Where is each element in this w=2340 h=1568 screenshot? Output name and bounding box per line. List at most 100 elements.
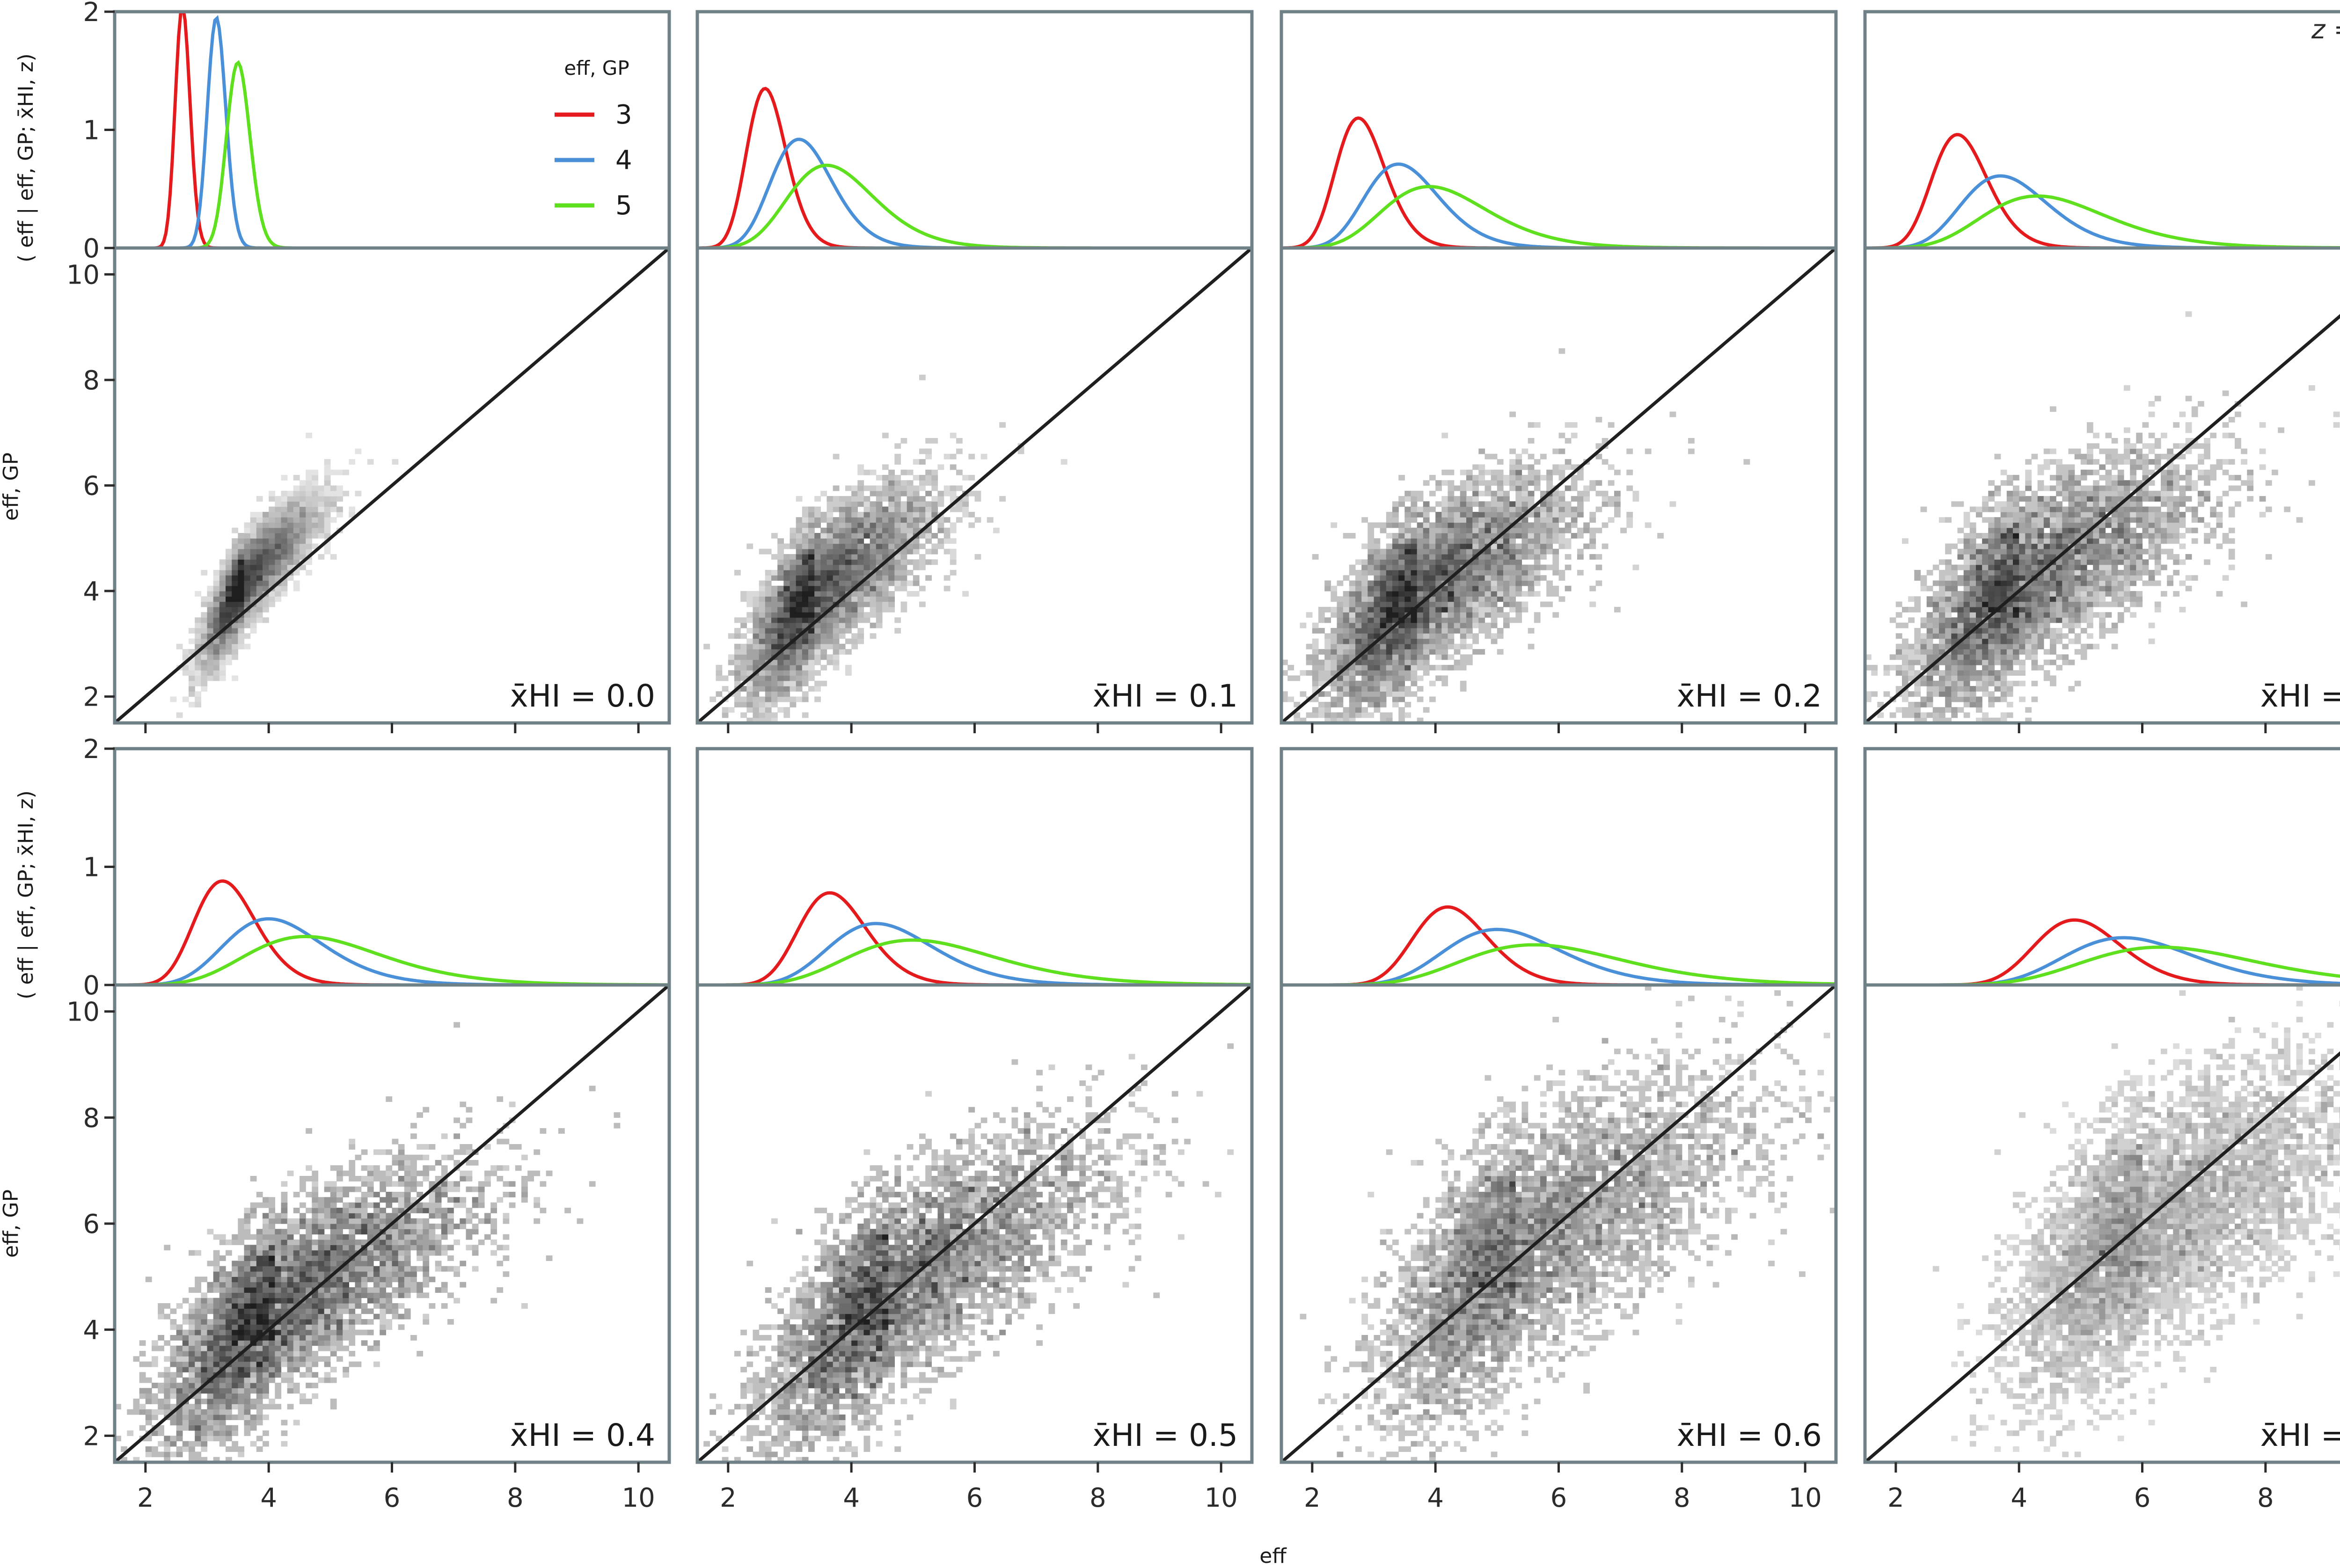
hist-cell <box>1982 675 1989 681</box>
hist-cell <box>1404 554 1411 560</box>
hist-cell <box>1988 506 1995 512</box>
hist-cell <box>1448 548 1455 554</box>
hist-cell <box>238 1372 245 1378</box>
hist-cell <box>250 1367 257 1372</box>
hist-cell <box>907 522 914 528</box>
hist-cell <box>2068 580 2075 586</box>
hist-cell <box>845 612 852 618</box>
hist-cell <box>1976 649 1982 655</box>
hist-cell <box>820 591 827 597</box>
hist-cell <box>1392 628 1399 634</box>
hist-cell <box>2161 591 2167 597</box>
hist-cell <box>1994 659 2001 665</box>
hist-cell <box>826 569 834 576</box>
hist-cell <box>1472 501 1479 507</box>
hist-cell <box>833 554 840 560</box>
hist-cell <box>2124 443 2130 449</box>
hist-cell <box>1994 580 2001 586</box>
hist-cell <box>740 596 747 602</box>
hist-cell <box>826 564 834 570</box>
hist-cell <box>244 580 251 586</box>
hist-cell <box>2167 506 2173 512</box>
hist-cell <box>1367 564 1375 570</box>
hist-cell <box>1883 670 1890 676</box>
hist-cell <box>2173 464 2180 470</box>
hist-cell <box>1503 575 1510 581</box>
hist-cell <box>232 538 238 544</box>
hist-cell <box>201 1319 208 1325</box>
hist-cell <box>845 569 852 576</box>
hist-cell <box>287 554 294 560</box>
hist-cell <box>275 1351 282 1357</box>
hist-cell <box>201 649 208 655</box>
hist-cell <box>765 569 772 576</box>
hist-cell <box>913 490 920 496</box>
hist-cell <box>1398 580 1405 586</box>
hist-cell <box>740 701 747 707</box>
hist-cell <box>2006 564 2013 570</box>
hist-cell <box>343 1345 349 1351</box>
hist-cell <box>833 659 840 665</box>
hist-cell <box>1920 580 1927 586</box>
hist-cell <box>300 511 306 518</box>
hist-cell <box>814 517 821 523</box>
hist-cell <box>814 554 821 560</box>
hist-cell <box>2130 554 2136 560</box>
hist-cell <box>820 527 827 533</box>
hist-cell <box>287 496 294 502</box>
hist-cell <box>1331 717 1338 723</box>
hist-cell <box>2043 538 2050 544</box>
hist-cell <box>814 612 821 618</box>
hist-cell <box>802 643 809 649</box>
hist-cell <box>796 533 803 539</box>
hist-cell <box>2000 501 2007 507</box>
hist-cell <box>925 438 932 444</box>
hist-cell <box>2124 480 2130 486</box>
hist-cell <box>2148 496 2155 502</box>
hist-cell <box>2117 459 2124 465</box>
hist-cell <box>2013 490 2019 496</box>
hist-cell <box>814 670 821 676</box>
hist-cell <box>1945 717 1952 723</box>
hist-cell <box>900 511 907 518</box>
hist-cell <box>244 1351 251 1357</box>
hist-cell <box>753 680 760 686</box>
hist-cell <box>1509 480 1516 486</box>
hist-cell <box>201 659 208 665</box>
hist-cell <box>2111 485 2118 491</box>
hist-cell <box>1454 517 1461 523</box>
hist-cell <box>931 533 938 539</box>
hist-cell <box>1435 675 1442 681</box>
hist-cell <box>2062 580 2069 586</box>
hist-cell <box>1577 548 1584 554</box>
hist-cell <box>1963 643 1970 649</box>
hist-cell <box>269 490 275 496</box>
hist-cell <box>195 1404 201 1410</box>
hist-cell <box>1374 543 1381 549</box>
hist-cell <box>1552 612 1559 618</box>
hist-cell <box>857 538 864 544</box>
hist-cell <box>139 1425 146 1431</box>
hist-cell <box>1454 649 1461 655</box>
hist-cell <box>1945 654 1952 660</box>
hist-cell <box>814 548 821 554</box>
hist-cell <box>1546 506 1553 512</box>
hist-cell <box>839 496 846 502</box>
hist-cell <box>1902 670 1909 676</box>
hist-cell <box>2136 533 2143 539</box>
hist-cell <box>300 1335 306 1341</box>
hist-cell <box>1534 591 1541 597</box>
hist-cell <box>293 585 300 591</box>
hist-cell <box>820 517 827 523</box>
hist-cell <box>833 580 840 586</box>
hist-cell <box>1601 459 1609 465</box>
hist-cell <box>1957 633 1964 639</box>
hist-cell <box>1994 527 2001 533</box>
hist-cell <box>894 617 901 623</box>
hist-cell <box>826 628 834 634</box>
hist-cell <box>2235 443 2241 449</box>
hist-cell <box>2204 533 2210 539</box>
hist-cell <box>1343 686 1350 692</box>
hist-cell <box>287 559 294 565</box>
hist-cell <box>808 601 815 607</box>
